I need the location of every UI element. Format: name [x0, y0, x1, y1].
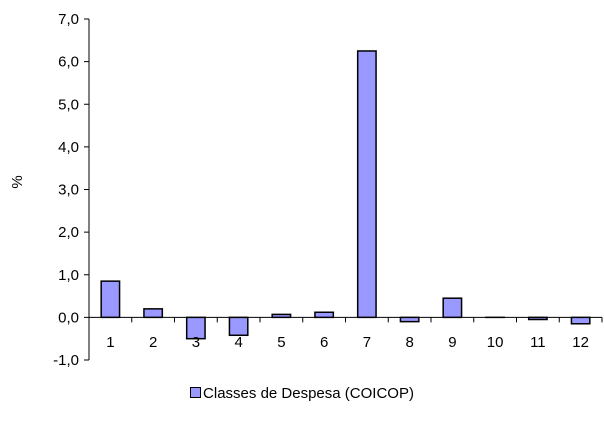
y-tick-label: 2,0: [58, 224, 79, 241]
bar-9: [442, 297, 463, 319]
x-tick-label: 3: [192, 334, 200, 351]
y-tick-label: 7,0: [58, 11, 79, 28]
x-tick-label: 12: [572, 334, 589, 351]
x-tick-label: 4: [234, 334, 242, 351]
bar-2: [143, 308, 164, 319]
bar-8: [399, 316, 420, 323]
x-tick-label: 8: [405, 334, 413, 351]
legend-label: Classes de Despesa (COICOP): [203, 385, 414, 402]
x-tick-label: 10: [487, 334, 504, 351]
legend-swatch: [190, 387, 202, 398]
y-tick-label: 4,0: [58, 139, 79, 156]
x-tick-label: 11: [530, 334, 546, 351]
x-tick-label: 9: [448, 334, 456, 351]
bar-7: [356, 50, 377, 319]
y-tick-label: 3,0: [58, 182, 79, 199]
bar-1: [100, 280, 121, 319]
y-tick-label: 5,0: [58, 96, 79, 113]
x-tick-label: 2: [149, 334, 157, 351]
y-tick-label: 0,0: [58, 309, 79, 326]
legend: Classes de Despesa (COICOP): [0, 385, 604, 402]
bar-6: [314, 311, 335, 319]
bar-12: [570, 316, 591, 325]
y-axis-title: %: [9, 175, 26, 188]
x-tick-label: 1: [106, 334, 114, 351]
x-tick-label: 7: [363, 334, 371, 351]
x-tick-label: 6: [320, 334, 328, 351]
y-tick-label: 6,0: [58, 54, 79, 71]
y-tick-label: 1,0: [58, 267, 79, 284]
y-tick-label: -1,0: [53, 352, 79, 369]
x-tick-label: 5: [277, 334, 285, 351]
bar-4: [228, 316, 249, 337]
